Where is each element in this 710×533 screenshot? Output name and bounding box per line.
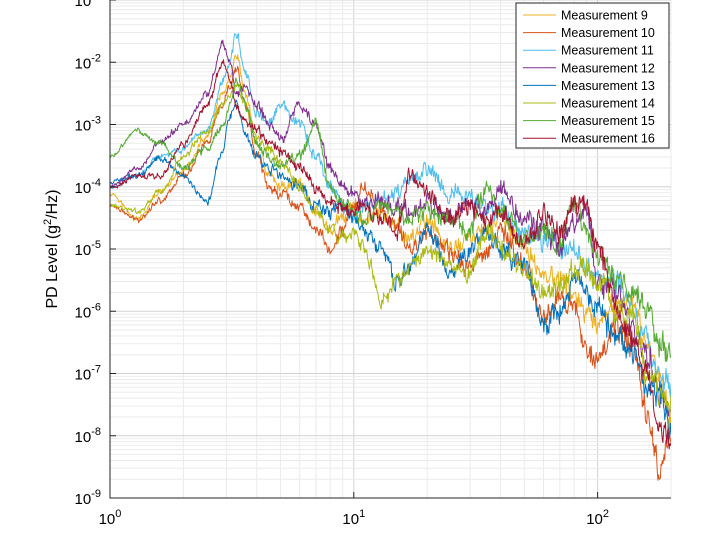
x-tick-label: 102 (586, 508, 609, 528)
y-tick-label: 10-3 (75, 115, 101, 135)
y-tick-label: 10-6 (75, 301, 101, 321)
legend: Measurement 9 Measurement 10 Measurement 1… (515, 2, 670, 149)
legend-label: Measurement 13 (561, 79, 655, 93)
y-axis: 10-9 10-8 10-7 10-6 10-5 10-4 10-3 10-2 10-1 (75, 0, 116, 508)
legend-label: Measurement 15 (561, 114, 655, 128)
y-tick-label: 10-9 (75, 488, 101, 508)
x-axis: 100 101 102 (99, 492, 609, 528)
legend-label: Measurement 12 (561, 61, 655, 75)
y-tick-label: 10-5 (75, 239, 101, 259)
legend-label: Measurement 14 (561, 97, 655, 111)
x-tick-label: 101 (342, 508, 365, 528)
y-tick-label: 10-8 (75, 426, 101, 446)
y-tick-label: 10-7 (75, 364, 101, 384)
legend-box (515, 2, 670, 149)
legend-label: Measurement 9 (561, 9, 648, 23)
x-tick-label: 100 (99, 508, 122, 528)
series-line-7 (110, 77, 671, 363)
y-tick-label: 10-2 (75, 52, 101, 72)
legend-label: Measurement 16 (561, 132, 655, 146)
series-line-8 (110, 59, 671, 450)
legend-label: Measurement 10 (561, 26, 655, 40)
y-axis-label: PD Level (g2/Hz) (42, 189, 61, 308)
legend-label: Measurement 11 (561, 44, 654, 58)
series-line-4 (110, 39, 671, 417)
series-group (110, 32, 671, 481)
y-tick-label: 10-4 (75, 177, 101, 197)
series-line-6 (110, 82, 671, 420)
y-tick-label: 10-1 (75, 0, 101, 10)
